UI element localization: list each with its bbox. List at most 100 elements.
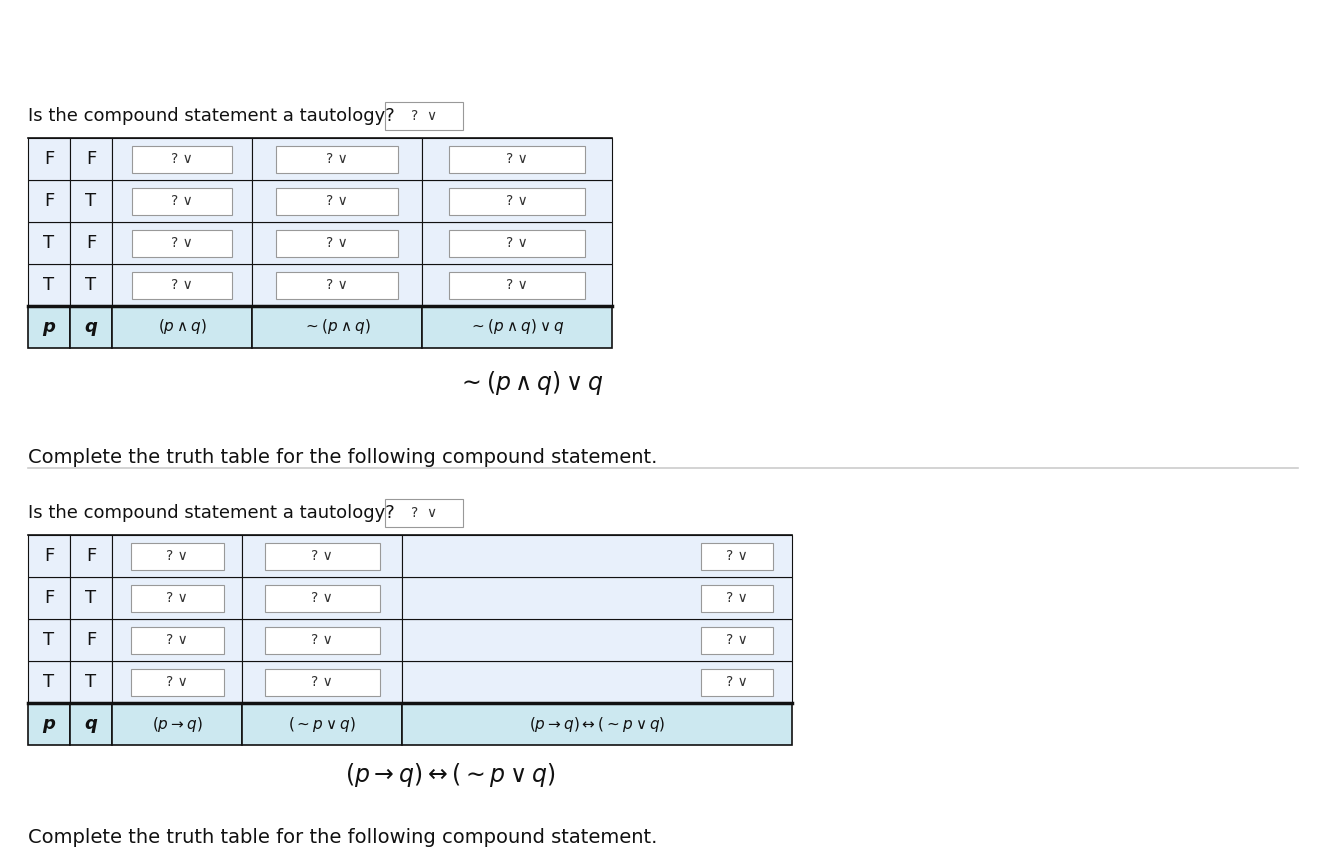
Text: ? ∨: ? ∨ <box>171 152 192 166</box>
Text: T: T <box>44 673 54 691</box>
Text: ? ∨: ? ∨ <box>507 236 528 250</box>
Text: ?  ∨: ? ∨ <box>411 109 438 123</box>
Bar <box>422 138 613 180</box>
Text: ? ∨: ? ∨ <box>166 549 188 563</box>
Text: ? ∨: ? ∨ <box>166 675 188 689</box>
Bar <box>28 306 70 348</box>
Bar <box>450 229 585 256</box>
Text: ? ∨: ? ∨ <box>312 549 333 563</box>
Text: $( \sim p \vee q)$: $( \sim p \vee q)$ <box>288 715 355 734</box>
Text: T: T <box>85 589 97 607</box>
Bar <box>133 229 232 256</box>
Bar <box>28 138 70 180</box>
Text: p: p <box>42 715 56 733</box>
Text: ? ∨: ? ∨ <box>326 236 347 250</box>
Bar <box>701 543 773 569</box>
Bar <box>28 180 70 222</box>
Text: ? ∨: ? ∨ <box>326 152 347 166</box>
Text: p: p <box>42 318 56 336</box>
Text: ? ∨: ? ∨ <box>507 194 528 208</box>
Bar <box>402 661 792 703</box>
Bar <box>111 264 252 306</box>
Bar <box>276 146 398 172</box>
Bar <box>70 138 111 180</box>
Text: q: q <box>85 318 97 336</box>
Text: ? ∨: ? ∨ <box>326 194 347 208</box>
Bar <box>130 584 224 612</box>
Text: ? ∨: ? ∨ <box>166 633 188 647</box>
Bar <box>252 264 422 306</box>
Bar <box>264 669 379 695</box>
Text: F: F <box>44 150 54 168</box>
Bar <box>243 535 402 577</box>
Bar <box>243 661 402 703</box>
Bar <box>243 619 402 661</box>
Bar <box>130 669 224 695</box>
Text: ? ∨: ? ∨ <box>312 675 333 689</box>
Bar <box>111 180 252 222</box>
Bar <box>28 703 70 745</box>
Text: $\sim (p \wedge q) \vee q$: $\sim (p \wedge q) \vee q$ <box>469 318 565 337</box>
Text: ? ∨: ? ∨ <box>727 591 748 605</box>
Bar <box>70 306 111 348</box>
Bar <box>264 584 379 612</box>
Text: F: F <box>86 150 95 168</box>
Bar <box>422 222 613 264</box>
Text: T: T <box>85 276 97 294</box>
Bar <box>252 306 422 348</box>
Text: $\sim (p \wedge q)$: $\sim (p \wedge q)$ <box>304 318 371 337</box>
Text: $(p \rightarrow q) \leftrightarrow ( \sim p \vee q)$: $(p \rightarrow q) \leftrightarrow ( \si… <box>529 715 666 734</box>
Bar <box>402 577 792 619</box>
Text: F: F <box>44 192 54 210</box>
Bar <box>385 499 463 527</box>
Text: ? ∨: ? ∨ <box>312 591 333 605</box>
Bar <box>111 535 243 577</box>
Bar <box>70 619 111 661</box>
Bar <box>402 619 792 661</box>
Bar <box>264 543 379 569</box>
Bar <box>28 661 70 703</box>
Bar <box>70 264 111 306</box>
Text: F: F <box>86 547 95 565</box>
Bar <box>402 535 792 577</box>
Text: $\sim (p \wedge q) \vee q$: $\sim (p \wedge q) \vee q$ <box>456 369 603 397</box>
Bar <box>70 222 111 264</box>
Text: Is the compound statement a tautology?: Is the compound statement a tautology? <box>28 504 395 522</box>
Bar <box>402 703 792 745</box>
Text: T: T <box>44 234 54 252</box>
Bar <box>252 222 422 264</box>
Bar <box>130 543 224 569</box>
Text: ? ∨: ? ∨ <box>171 278 192 292</box>
Bar <box>276 187 398 215</box>
Bar <box>130 626 224 653</box>
Bar <box>264 626 379 653</box>
Text: ? ∨: ? ∨ <box>166 591 188 605</box>
Bar <box>28 222 70 264</box>
Bar <box>133 272 232 298</box>
Text: ? ∨: ? ∨ <box>727 675 748 689</box>
Text: ? ∨: ? ∨ <box>727 549 748 563</box>
Text: F: F <box>86 631 95 649</box>
Bar <box>70 703 111 745</box>
Bar <box>450 187 585 215</box>
Bar <box>28 577 70 619</box>
Text: Complete the truth table for the following compound statement.: Complete the truth table for the followi… <box>28 828 658 847</box>
Text: ? ∨: ? ∨ <box>507 152 528 166</box>
Bar <box>422 264 613 306</box>
Bar <box>70 661 111 703</box>
Bar <box>111 661 243 703</box>
Bar <box>385 102 463 130</box>
Text: T: T <box>85 673 97 691</box>
Text: F: F <box>44 547 54 565</box>
Bar <box>701 584 773 612</box>
Bar <box>422 306 613 348</box>
Bar <box>133 146 232 172</box>
Bar <box>70 180 111 222</box>
Text: ? ∨: ? ∨ <box>312 633 333 647</box>
Bar <box>111 703 243 745</box>
Text: T: T <box>44 631 54 649</box>
Text: F: F <box>86 234 95 252</box>
Text: ? ∨: ? ∨ <box>727 633 748 647</box>
Bar <box>450 146 585 172</box>
Bar <box>70 577 111 619</box>
